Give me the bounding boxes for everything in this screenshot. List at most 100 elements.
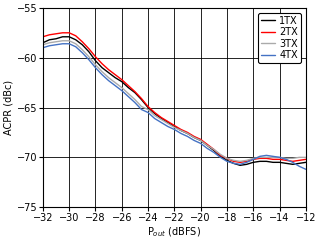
4TX <box>199 142 203 145</box>
Line: 3TX: 3TX <box>43 41 306 161</box>
4TX <box>140 108 143 111</box>
2TX <box>93 55 97 58</box>
2TX <box>166 120 170 123</box>
1TX <box>126 86 130 89</box>
1TX <box>133 91 137 94</box>
3TX <box>153 114 156 117</box>
2TX <box>245 160 249 163</box>
3TX <box>219 153 222 156</box>
4TX <box>146 111 150 114</box>
1TX <box>278 161 282 164</box>
3TX <box>265 156 268 159</box>
2TX <box>133 90 137 93</box>
1TX <box>238 164 242 167</box>
2TX <box>179 128 183 131</box>
1TX <box>87 50 91 53</box>
4TX <box>41 46 45 49</box>
3TX <box>291 157 295 160</box>
4TX <box>120 89 124 92</box>
1TX <box>232 162 236 165</box>
4TX <box>258 155 262 158</box>
3TX <box>172 126 176 129</box>
2TX <box>107 68 110 71</box>
3TX <box>54 40 58 43</box>
1TX <box>172 125 176 128</box>
4TX <box>284 158 288 161</box>
1TX <box>225 159 229 162</box>
3TX <box>212 148 216 151</box>
1TX <box>284 162 288 165</box>
2TX <box>80 40 84 43</box>
1TX <box>153 112 156 115</box>
3TX <box>205 144 209 147</box>
3TX <box>284 157 288 160</box>
1TX <box>47 38 51 41</box>
4TX <box>133 101 137 104</box>
2TX <box>238 161 242 164</box>
1TX <box>41 41 45 44</box>
1TX <box>100 66 104 69</box>
4TX <box>113 84 117 87</box>
2TX <box>153 111 156 114</box>
3TX <box>159 118 163 121</box>
2TX <box>304 158 308 161</box>
4TX <box>153 117 156 120</box>
4TX <box>186 135 189 138</box>
X-axis label: P$_{out}$ (dBFS): P$_{out}$ (dBFS) <box>148 226 201 239</box>
2TX <box>126 84 130 87</box>
3TX <box>245 159 249 162</box>
2TX <box>113 73 117 76</box>
4TX <box>304 168 308 171</box>
4TX <box>238 163 242 166</box>
1TX <box>251 161 255 164</box>
Y-axis label: ACPR (dBc): ACPR (dBc) <box>4 80 14 135</box>
2TX <box>212 148 216 151</box>
3TX <box>61 39 65 42</box>
4TX <box>265 154 268 157</box>
1TX <box>179 129 183 132</box>
3TX <box>133 98 137 101</box>
4TX <box>54 43 58 46</box>
4TX <box>297 165 301 168</box>
1TX <box>192 136 196 139</box>
1TX <box>186 132 189 135</box>
4TX <box>278 156 282 159</box>
3TX <box>87 55 91 58</box>
4TX <box>61 42 65 45</box>
2TX <box>192 135 196 138</box>
2TX <box>258 157 262 160</box>
1TX <box>166 121 170 124</box>
1TX <box>304 161 308 164</box>
Legend: 1TX, 2TX, 3TX, 4TX: 1TX, 2TX, 3TX, 4TX <box>258 13 301 63</box>
2TX <box>146 105 150 108</box>
Line: 4TX: 4TX <box>43 44 306 169</box>
2TX <box>100 62 104 65</box>
3TX <box>93 63 97 66</box>
3TX <box>238 160 242 163</box>
2TX <box>186 131 189 134</box>
2TX <box>291 160 295 163</box>
Line: 2TX: 2TX <box>43 33 306 162</box>
4TX <box>291 161 295 164</box>
2TX <box>47 33 51 36</box>
Line: 1TX: 1TX <box>43 37 306 165</box>
4TX <box>219 156 222 159</box>
1TX <box>159 117 163 120</box>
1TX <box>271 161 275 164</box>
4TX <box>172 128 176 131</box>
4TX <box>80 51 84 54</box>
3TX <box>47 41 51 44</box>
3TX <box>74 42 78 45</box>
1TX <box>205 144 209 147</box>
2TX <box>54 32 58 35</box>
3TX <box>166 122 170 125</box>
3TX <box>107 76 110 79</box>
4TX <box>245 161 249 164</box>
3TX <box>271 156 275 159</box>
1TX <box>297 162 301 165</box>
2TX <box>74 34 78 37</box>
4TX <box>166 125 170 128</box>
2TX <box>199 138 203 141</box>
1TX <box>258 160 262 163</box>
2TX <box>265 157 268 160</box>
